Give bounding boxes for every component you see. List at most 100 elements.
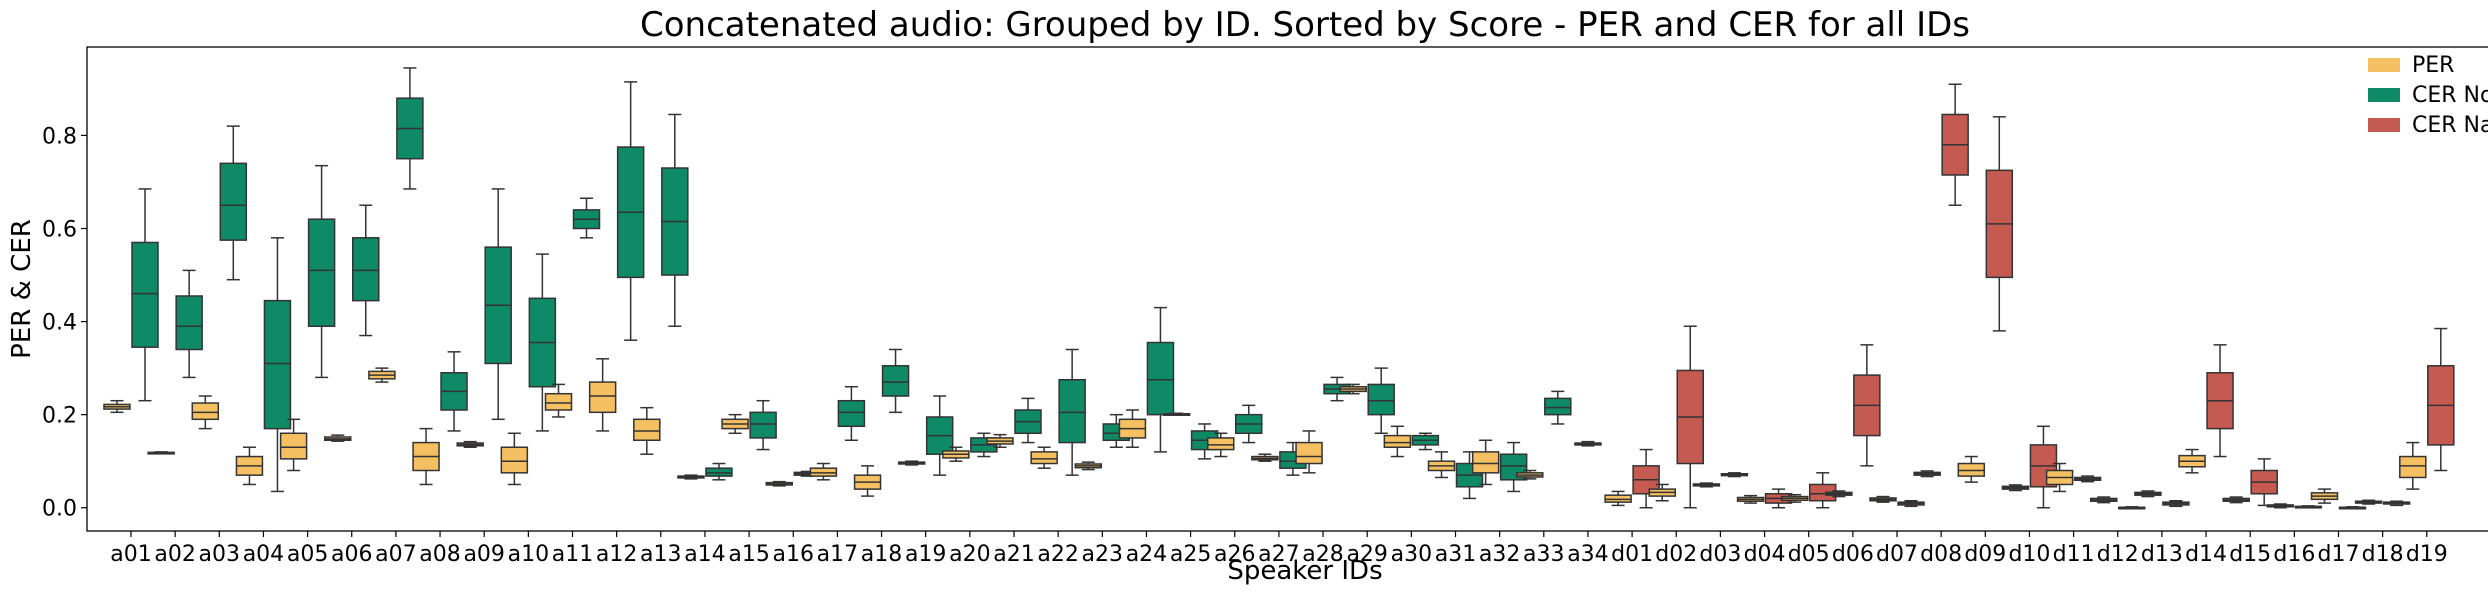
box-d15-cer-native — [2250, 458, 2278, 507]
x-tick-label-d12: d12 — [2097, 542, 2139, 567]
box-a17-per — [809, 462, 838, 481]
box-a15-per — [721, 413, 749, 435]
x-tick-label-a24: a24 — [1126, 542, 1167, 567]
x-tick-label-a04: a04 — [243, 542, 284, 567]
x-tick-label-a11: a11 — [552, 542, 593, 567]
x-axis-ticks: a01 a02 a03 a04 a05 a06 a07 a08 a09 a10 a11 a12 a13 a… — [110, 531, 2448, 567]
x-tick-label-d14: d14 — [2185, 542, 2227, 567]
y-tick-label: 0.6 — [42, 218, 77, 243]
x-tick-label-a22: a22 — [1037, 542, 1078, 567]
box-iqr — [219, 162, 248, 241]
box-a21-cer-non-native — [1014, 397, 1042, 444]
box-iqr — [279, 432, 308, 460]
box-iqr — [263, 299, 292, 430]
box-a19-per — [897, 460, 926, 466]
x-tick-label-a31: a31 — [1435, 542, 1476, 567]
x-tick-label-a06: a06 — [331, 542, 372, 567]
x-tick-label-d02: d02 — [1655, 542, 1697, 567]
box-d08-cer-native — [1941, 83, 1969, 206]
box-iqr — [191, 402, 220, 421]
x-tick-label-d15: d15 — [2229, 542, 2271, 567]
box-a04-per — [235, 446, 264, 486]
box-d05-cer-native — [1808, 472, 1837, 509]
x-tick-label-a26: a26 — [1214, 542, 1255, 567]
box-a04-cer-non-native — [263, 237, 292, 493]
x-tick-label-a07: a07 — [375, 542, 416, 567]
x-tick-label-d07: d07 — [1876, 542, 1918, 567]
box-iqr — [2399, 455, 2427, 479]
box-d11-per — [2045, 462, 2074, 493]
box-a23-per — [1074, 461, 1103, 471]
x-tick-label-d04: d04 — [1744, 542, 1786, 567]
box-a18-cer-non-native — [881, 348, 910, 414]
box-d16-cer-native — [2294, 505, 2323, 509]
x-tick-label-a08: a08 — [419, 542, 460, 567]
box-a06-per — [324, 434, 352, 442]
box-a05-cer-non-native — [307, 164, 336, 379]
y-axis-label: PER & CER — [7, 219, 37, 359]
box-a18-per — [853, 465, 882, 497]
box-d15-per — [2222, 496, 2250, 504]
box-a11-cer-non-native — [572, 197, 601, 239]
box-a22-cer-non-native — [1058, 348, 1086, 476]
box-a07-cer-non-native — [396, 67, 424, 190]
x-tick-label-d03: d03 — [1699, 542, 1741, 567]
box-a12-cer-non-native — [616, 81, 645, 341]
x-tick-label-a25: a25 — [1170, 542, 1211, 567]
box-d16-per — [2266, 503, 2295, 509]
box-d09-cer-native — [1985, 116, 2014, 332]
x-tick-label-a13: a13 — [640, 542, 681, 567]
box-a29-cer-non-native — [1367, 367, 1395, 435]
box-iqr — [1295, 441, 1323, 465]
box-a10-per — [500, 432, 529, 486]
box-a12-per — [588, 358, 617, 432]
x-tick-label-d16: d16 — [2273, 542, 2315, 567]
box-a09-cer-non-native — [484, 188, 512, 421]
box-d05-per — [1780, 493, 1809, 503]
box-d17-cer-native — [2338, 506, 2367, 510]
x-tick-label-a27: a27 — [1258, 542, 1299, 567]
box-a31-per — [1427, 451, 1456, 479]
y-tick-label: 0.4 — [42, 311, 77, 336]
box-iqr — [175, 295, 203, 351]
box-a14-cer-non-native — [705, 462, 733, 481]
x-tick-label-a32: a32 — [1479, 542, 1520, 567]
box-a29-per — [1339, 383, 1367, 395]
box-iqr — [500, 446, 529, 474]
box-d06-cer-native — [1853, 344, 1881, 467]
box-a13-cer-non-native — [661, 113, 689, 327]
box-a01-cer-non-native — [131, 188, 159, 402]
box-iqr — [881, 365, 910, 397]
plot-frame — [86, 46, 2488, 532]
box-d12-per — [2090, 496, 2118, 504]
box-a08-cer-non-native — [440, 351, 468, 432]
box-a11-per — [544, 383, 573, 418]
box-a14-per — [677, 474, 705, 480]
x-tick-label-a16: a16 — [773, 542, 814, 567]
box-a03-per — [191, 395, 220, 430]
x-tick-label-a30: a30 — [1391, 542, 1432, 567]
box-iqr — [1544, 397, 1572, 416]
box-a33-cer-non-native — [1544, 390, 1572, 425]
x-tick-label-a33: a33 — [1523, 542, 1564, 567]
box-iqr — [837, 399, 866, 428]
x-tick-label-a20: a20 — [949, 542, 990, 567]
x-tick-label-d11: d11 — [2053, 542, 2095, 567]
box-a34-per — [1574, 440, 1602, 447]
x-tick-label-d19: d19 — [2406, 542, 2448, 567]
box-a27-per — [1251, 453, 1279, 462]
y-axis-ticks: 0.0 0.2 0.4 0.6 0.8 — [42, 124, 87, 522]
box-d02-per — [1648, 483, 1676, 502]
legend-label-cer-non-native: CER Non Native — [2412, 83, 2488, 108]
box-a26-per — [1207, 432, 1235, 458]
box-a09-per — [456, 440, 484, 448]
legend-label-cer-native: CER Native — [2412, 113, 2488, 138]
box-iqr — [352, 237, 380, 302]
box-d03-per — [1692, 482, 1721, 488]
box-iqr — [1058, 379, 1086, 444]
box-iqr — [749, 411, 777, 439]
box-a13-per — [633, 406, 661, 455]
box-d17-per — [2310, 488, 2339, 504]
box-a03-cer-non-native — [219, 125, 248, 281]
box-d01-per — [1604, 490, 1632, 507]
